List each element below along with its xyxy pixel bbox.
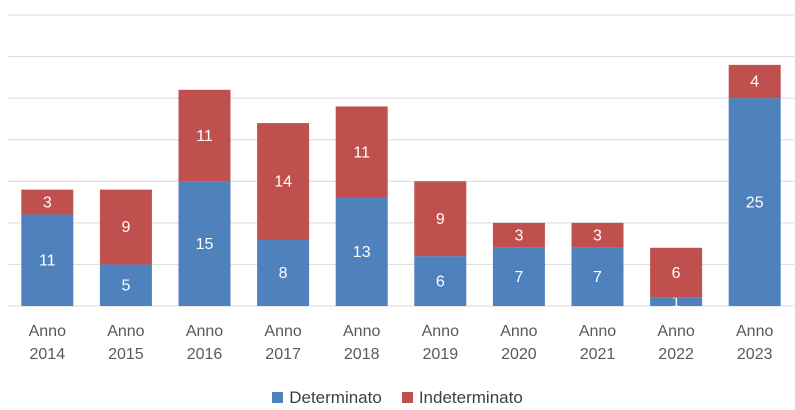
bar-segment	[728, 64, 781, 99]
x-tick-label: Anno 2015	[107, 323, 145, 363]
legend: Determinato Indeterminato	[0, 388, 795, 408]
legend-label: Indeterminato	[418, 388, 523, 407]
bar-segment	[257, 239, 310, 306]
value-label: 11	[39, 252, 56, 269]
x-tick-label: Anno 2019	[421, 323, 459, 363]
x-tick-label: Anno 2021	[578, 323, 617, 363]
x-tick-label: Anno 2014	[28, 323, 66, 363]
value-label: 9	[121, 219, 130, 236]
x-tick-label: Anno 2023	[736, 323, 774, 363]
x-tick-label: Anno 2020	[500, 323, 538, 363]
legend-swatch	[272, 392, 284, 403]
bar-segment	[21, 214, 74, 306]
bar-segment	[414, 181, 467, 257]
value-label: 1	[672, 294, 681, 311]
bar-segment	[571, 222, 624, 248]
legend-item: Determinato	[272, 388, 382, 408]
bar-segment	[178, 89, 231, 182]
value-label: 6	[672, 265, 681, 282]
value-label: 14	[274, 174, 292, 191]
bar-segment	[21, 189, 74, 215]
value-label: 7	[514, 269, 523, 286]
value-label: 8	[279, 265, 288, 282]
value-label: 6	[436, 273, 445, 290]
bar-segment	[571, 247, 624, 306]
bar-segment	[492, 222, 545, 248]
bar-segment	[414, 256, 467, 306]
value-label: 11	[196, 128, 213, 145]
bar-segment	[178, 181, 231, 306]
bar-segment	[492, 247, 545, 306]
x-tick-label: Anno 2018	[343, 323, 381, 363]
x-tick-label: Anno 2017	[264, 323, 302, 363]
x-tick-label: Anno 2022	[657, 323, 695, 363]
value-label: 4	[750, 74, 759, 91]
value-label: 3	[43, 194, 52, 211]
value-label: 3	[514, 228, 523, 245]
value-label: 15	[196, 236, 214, 253]
value-label: 11	[353, 144, 370, 161]
value-label: 13	[353, 244, 371, 261]
value-label: 9	[436, 211, 445, 228]
legend-swatch	[401, 392, 413, 403]
value-label: 25	[746, 194, 764, 211]
value-label: 7	[593, 269, 602, 286]
bar-segment	[728, 98, 781, 307]
legend-label: Determinato	[289, 388, 382, 407]
bar-segment	[650, 297, 703, 306]
bar-segment	[99, 264, 152, 306]
bar-segment	[257, 123, 310, 240]
value-label: 3	[593, 228, 602, 245]
x-tick-label: Anno 2016	[185, 323, 224, 363]
bar-segment	[335, 106, 388, 198]
bar-segment	[335, 197, 388, 306]
bar-segment	[99, 189, 152, 265]
bar-segment	[650, 247, 703, 298]
value-label: 5	[121, 277, 130, 294]
legend-item: Indeterminato	[401, 388, 523, 408]
